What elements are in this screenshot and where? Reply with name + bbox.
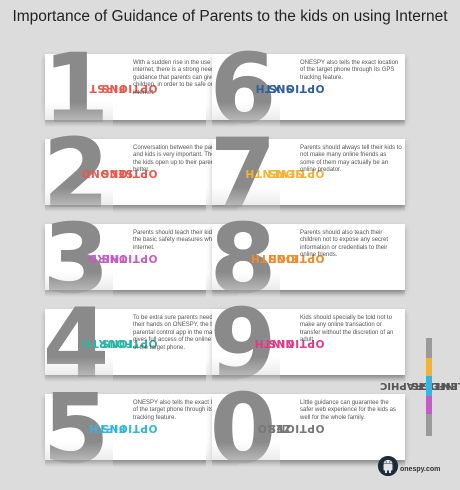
- option-description: Little guidance can guarantee the safer …: [300, 400, 397, 421]
- option-card-1: 1 FIRST OPTIONS With a sudden rise in the…: [39, 46, 238, 130]
- option-number: 3: [39, 216, 113, 300]
- option-label: ZERO OPTIONS: [257, 394, 324, 460]
- option-number: 4: [39, 301, 113, 385]
- option-card-7: 7 SEVENTH OPTIONS Parents should always t…: [206, 131, 405, 215]
- option-card-8: 8 EIGHTH OPTIONS Parents should also teac…: [206, 216, 405, 300]
- option-label: SEVENTH OPTIONS: [245, 139, 324, 205]
- option-label: THIRD OPTIONS: [87, 224, 157, 290]
- onespy-logo: onespy.com: [378, 456, 448, 478]
- option-description: ONESPY also tells the exact location of …: [300, 60, 399, 81]
- side-bar-5: [426, 414, 432, 436]
- option-description: Kids should specially be told not to mak…: [300, 315, 394, 344]
- option-label: SECOND OPTIONS: [81, 139, 157, 205]
- option-card-0: 0 ZERO OPTIONS Little guidance can guaran…: [206, 386, 405, 470]
- logo-text: onespy.com: [400, 466, 441, 473]
- option-label-line2: OPTIONS: [267, 81, 325, 94]
- side-bar-3: [426, 376, 432, 396]
- option-description: Parents should teach their kids about th…: [133, 230, 232, 251]
- android-robot-icon: [378, 456, 398, 476]
- option-description: Conversation between the parents and kid…: [133, 145, 231, 174]
- option-card-3: 3 THIRD OPTIONS Parents should teach thei…: [39, 216, 238, 300]
- option-description: Parents should also teach their children…: [300, 230, 389, 259]
- option-label: FIFTH OPTIONS: [89, 394, 158, 460]
- option-card-6: 6 SIXTH OPTIONS ONESPY also tells the exa…: [206, 46, 405, 130]
- side-bar-1: [426, 338, 432, 358]
- side-bar-2: [426, 358, 432, 376]
- option-card-9: 9 NINTH OPTIONS Kids should specially be …: [206, 301, 405, 385]
- option-card-2: 2 SECOND OPTIONS Conversation between the…: [39, 131, 238, 215]
- option-number: 5: [39, 386, 113, 470]
- option-card-4: 4 FOURTH OPTIONS To be extra sure parents…: [39, 301, 238, 385]
- side-bar-4: [426, 396, 432, 414]
- option-description: To be extra sure parents need to try the…: [133, 315, 232, 351]
- option-label: SIXTH OPTIONS: [255, 54, 324, 120]
- option-label: FOURTH OPTIONS: [81, 309, 157, 375]
- page-title: Importance of Guidance of Parents to the…: [12, 8, 448, 25]
- option-label: EIGHTH OPTIONS: [250, 224, 324, 290]
- option-card-5: 5 FIFTH OPTIONS ONESPY also tells the exa…: [39, 386, 238, 470]
- option-label-line2: OPTIONS: [267, 421, 325, 434]
- option-label: FIRST OPTIONS: [89, 54, 157, 120]
- option-label-line2: OPTIONS: [100, 421, 158, 434]
- option-description: ONESPY also tells the exact location of …: [133, 400, 232, 421]
- option-label: NINTH OPTIONS: [254, 309, 324, 375]
- option-label-line2: OPTIONS: [100, 251, 158, 264]
- option-description: Parents should always tell their kids to…: [300, 145, 402, 174]
- option-description: With a sudden rise in the use of interne…: [133, 60, 235, 96]
